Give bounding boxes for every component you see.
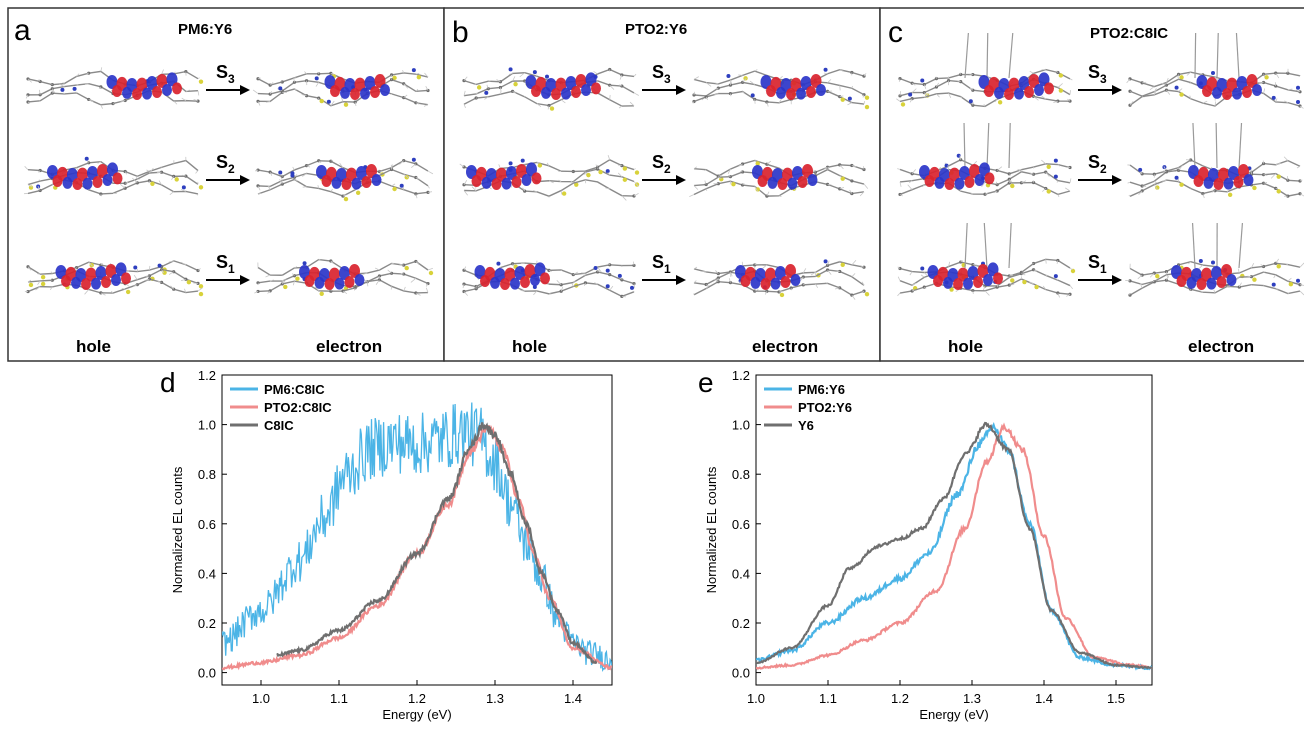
x-tick-label: 1.2: [408, 691, 426, 706]
legend-label: PTO2:Y6: [798, 400, 852, 415]
panel-letter-d: d: [160, 367, 176, 398]
chart-e: e 0.0 0.2 0.4 0.6 0.8 1.0 1.2 1.0 1.1 1.2 1.3 1.4 1.…: [698, 367, 1153, 722]
electron-label: electron: [752, 337, 818, 356]
y-tick-label: 0.6: [198, 517, 216, 532]
molecule-structure: [254, 157, 434, 202]
legend-label: PTO2:C8IC: [264, 400, 332, 415]
electron-label: electron: [316, 337, 382, 356]
series-line-pm6y6: [756, 422, 1152, 671]
series-line-pm6c8ic: [222, 402, 612, 672]
x-axis-label: Energy (eV): [919, 707, 988, 722]
y-axis-label: Normalized EL counts: [704, 466, 719, 593]
x-axis-label: Energy (eV): [382, 707, 451, 722]
panel-title: PM6:Y6: [178, 21, 232, 38]
panel-title: PTO2:Y6: [625, 21, 687, 38]
hole-label: hole: [76, 337, 111, 356]
molecule-structure: [254, 258, 434, 296]
legend-label: PM6:Y6: [798, 382, 845, 397]
series-line-pto2y6: [756, 422, 1152, 670]
y-tick-label: 1.0: [732, 418, 750, 433]
legend-label: Y6: [798, 418, 814, 433]
legend-label: C8IC: [264, 418, 294, 433]
molecule-structure: [24, 260, 204, 297]
series-line-c8ic: [276, 422, 598, 665]
molecule-structure: [897, 222, 1076, 298]
x-tick-label: 1.3: [963, 691, 981, 706]
hole-label: hole: [948, 337, 983, 356]
y-tick-label: 0.8: [732, 467, 750, 482]
molecule-structure: [896, 32, 1073, 108]
y-tick-label: 1.2: [198, 368, 216, 383]
panel-letter-e: e: [698, 367, 714, 398]
y-tick-label: 0.4: [198, 566, 216, 581]
molecule-structure: [693, 259, 870, 300]
y-tick-label: 1.0: [198, 418, 216, 433]
molecule-structure: [24, 156, 204, 197]
x-tick-label: 1.4: [564, 691, 582, 706]
x-tick-label: 1.5: [1107, 691, 1125, 706]
y-tick-label: 0.2: [732, 616, 750, 631]
panel-letter: a: [14, 14, 31, 47]
panel-title: PTO2:C8IC: [1090, 25, 1168, 42]
x-tick-label: 1.1: [330, 691, 348, 706]
molecule-structure: [689, 159, 869, 198]
hole-label: hole: [512, 337, 547, 356]
electron-label: electron: [1188, 337, 1254, 356]
molecule-structure: [252, 68, 430, 107]
x-tick-label: 1.3: [486, 691, 504, 706]
legend-label: PM6:C8IC: [264, 382, 325, 397]
series-line-pto2c8ic: [222, 424, 612, 671]
y-tick-label: 0.2: [198, 616, 216, 631]
molecule-structure: [25, 67, 204, 109]
molecule-structure: [1126, 32, 1304, 109]
chart-d: d 0.0 0.2 0.4 0.6 0.8 1.0 1.2 1.0 1.1 1.2 1.3 1.4 En…: [160, 367, 613, 722]
molecule-structure: [692, 67, 870, 110]
x-tick-label: 1.4: [1035, 691, 1053, 706]
y-axis-label: Normalized EL counts: [170, 466, 185, 593]
y-tick-label: 0.4: [732, 566, 750, 581]
plot-frame: [755, 374, 1153, 686]
y-tick-label: 0.6: [732, 517, 750, 532]
hole-electron-labels: hole electron hole electron hole electron: [76, 337, 1254, 356]
y-tick-label: 0.8: [198, 467, 216, 482]
y-tick-label: 1.2: [732, 368, 750, 383]
y-tick-label: 0.0: [732, 666, 750, 681]
molecule-structure: [1127, 122, 1304, 199]
x-tick-label: 1.1: [819, 691, 837, 706]
molecule-structure: [462, 260, 636, 298]
panel-letter: c: [888, 16, 903, 49]
molecule-structure: [1125, 222, 1304, 297]
x-tick-label: 1.0: [252, 691, 270, 706]
x-tick-label: 1.0: [747, 691, 765, 706]
molecule-structure: [459, 154, 640, 201]
y-tick-label: 0.0: [198, 666, 216, 681]
series-line-y6: [756, 421, 1152, 670]
molecule-structure: [897, 122, 1072, 198]
molecule-images: [24, 32, 1304, 300]
panel-letter: b: [452, 16, 469, 49]
x-tick-label: 1.2: [891, 691, 909, 706]
molecule-structure: [462, 67, 639, 111]
